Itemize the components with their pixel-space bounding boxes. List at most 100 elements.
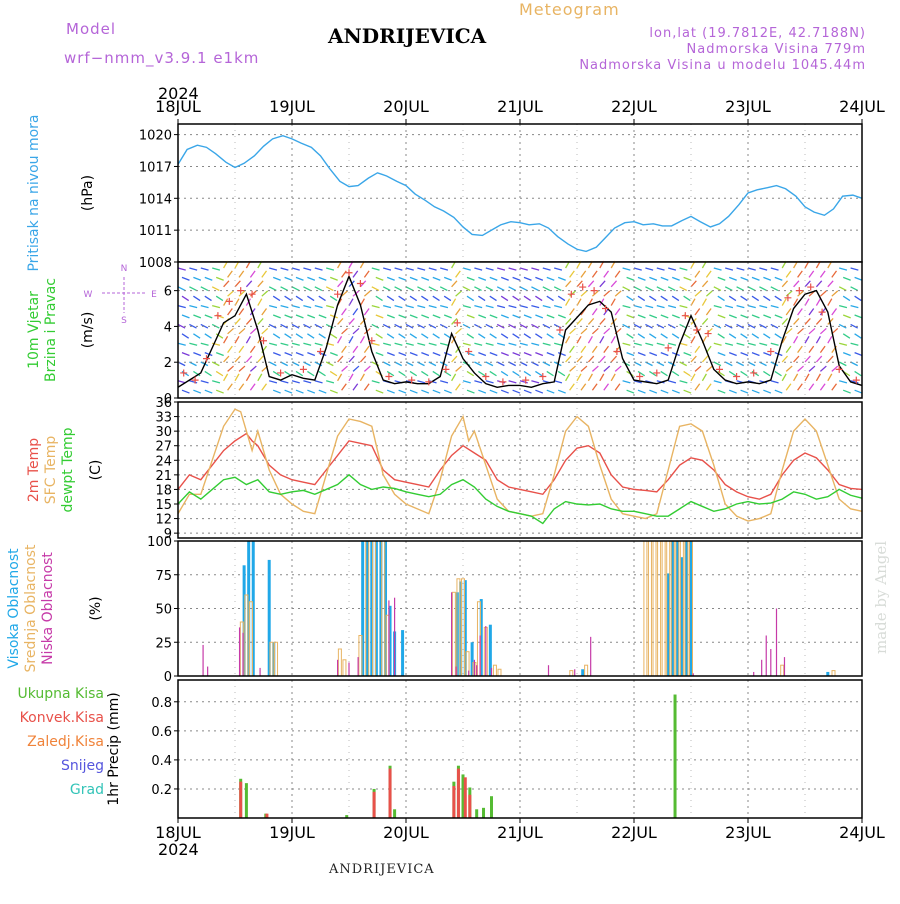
wind-arrow: [793, 373, 799, 382]
wind-arrow: [485, 323, 494, 329]
wind-arrow: [440, 304, 449, 309]
wind-arrow: [371, 267, 380, 271]
wind-arrow: [649, 351, 658, 357]
gust-point: [334, 290, 342, 298]
wind-arrow: [523, 333, 532, 339]
wind-arrow: [417, 304, 426, 309]
wind-arrow: [212, 267, 221, 271]
wind-arrow: [181, 389, 190, 394]
wind-arrow: [455, 270, 461, 278]
wind-arrow: [439, 286, 448, 292]
cloud-bar-high: [374, 541, 378, 676]
wind-arrow: [181, 333, 190, 339]
wind-arrow: [200, 286, 209, 292]
wind-arrow: [227, 270, 233, 278]
wind-arrow: [557, 389, 566, 394]
wind-arrow: [797, 327, 804, 335]
wind-arrow: [417, 286, 425, 292]
wind-arrow: [200, 342, 209, 346]
wind-arrow: [193, 389, 202, 394]
wind-arrow: [740, 314, 749, 319]
wind-arrow: [751, 333, 760, 339]
wind-arrow: [211, 286, 220, 292]
wind-arrow: [759, 304, 768, 309]
wind-arrow: [740, 333, 748, 339]
wind-arrow: [432, 295, 440, 302]
gust-point: [636, 373, 644, 381]
wind-arrow: [326, 267, 335, 271]
wind-arrow: [531, 342, 540, 346]
wind-arrow: [747, 286, 756, 292]
wind-arrow: [713, 267, 722, 271]
wind-arrow: [363, 308, 370, 316]
wind-arrow: [257, 318, 264, 325]
wind-arrow: [637, 314, 646, 319]
wind-arrow: [189, 380, 198, 384]
wind-arrow: [451, 298, 457, 306]
wind-arrow: [398, 333, 406, 339]
wind-arrow: [701, 373, 707, 382]
wind-arrow: [535, 314, 544, 319]
wind-arrow: [599, 335, 605, 344]
gust-point: [835, 365, 843, 373]
wind-arrow: [204, 314, 213, 319]
wind-arrow: [591, 290, 599, 297]
y-axis-label: SFC Temp: [43, 436, 59, 505]
wind-arrow: [249, 290, 257, 297]
wind-arrow: [633, 380, 642, 384]
wind-arrow: [269, 267, 278, 271]
wind-arrow: [724, 361, 733, 367]
y-axis-unit: 1hr Precip (mm): [106, 692, 122, 805]
wind-arrow: [409, 389, 418, 394]
wind-arrow: [815, 373, 821, 382]
wind-arrow: [633, 304, 642, 309]
wind-arrow: [815, 318, 823, 325]
wind-arrow: [717, 351, 726, 357]
wind-arrow: [565, 335, 571, 344]
wind-arrow: [382, 286, 391, 292]
wind-arrow: [569, 383, 575, 391]
wind-arrow: [284, 333, 292, 339]
wind-arrow: [268, 361, 277, 367]
wind-arrow: [386, 389, 395, 394]
wind-arrow: [736, 267, 745, 271]
panel-clouds: [174, 540, 863, 677]
wind-arrow: [599, 373, 605, 382]
wind-arrow: [204, 351, 213, 357]
wind-arrow: [455, 345, 461, 353]
wind-arrow: [303, 342, 312, 346]
wind-arrow: [181, 295, 190, 302]
gust-point: [767, 347, 775, 355]
y-axis-label: Visoka Oblacnost: [6, 548, 22, 669]
wind-arrow: [211, 361, 220, 367]
panel-frame: [177, 261, 863, 399]
year-top: 2024: [158, 84, 199, 103]
wind-arrow: [781, 280, 789, 288]
wind-arrow: [610, 335, 616, 344]
wind-arrow: [854, 389, 863, 394]
y-tick-label: 1020: [139, 129, 172, 144]
wind-arrow: [713, 286, 722, 292]
wind-arrow: [440, 342, 449, 346]
wind-arrow: [405, 304, 414, 309]
wind-arrow: [500, 295, 509, 302]
wind-arrow: [831, 290, 839, 297]
precip-bar: [673, 694, 677, 818]
wind-arrow: [352, 365, 360, 372]
wind-arrow: [326, 380, 335, 384]
wind-arrow: [770, 342, 779, 346]
wind-arrow: [508, 323, 517, 329]
wind-arrow: [660, 389, 669, 394]
wind-arrow: [626, 389, 635, 394]
wind-arrow: [394, 304, 403, 309]
wind-arrow: [432, 351, 441, 357]
y-tick-label: 24: [155, 454, 172, 469]
x-tick-label: 23JUL: [725, 97, 771, 116]
gust-point: [385, 373, 393, 381]
y-tick-label: 0.2: [151, 783, 172, 798]
wind-arrow: [546, 276, 555, 281]
wind-arrow: [352, 383, 359, 391]
wind-arrow: [656, 342, 665, 346]
wind-arrow: [626, 276, 635, 281]
wind-arrow: [508, 286, 517, 292]
